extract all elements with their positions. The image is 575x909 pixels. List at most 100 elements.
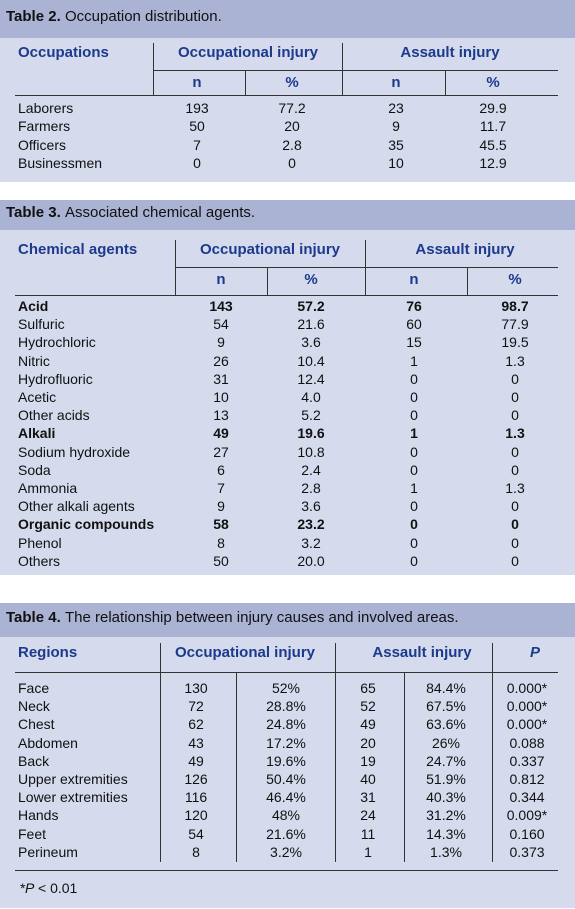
row-label: Hands: [18, 807, 59, 824]
cell: 72: [188, 698, 204, 715]
cell: 31: [360, 789, 376, 806]
cell: 0: [511, 370, 519, 387]
cell: 0: [511, 516, 519, 533]
header-first: Chemical agents: [18, 241, 138, 258]
cell: 193: [185, 100, 209, 116]
footnote-mark: *: [20, 880, 26, 896]
cell: 8: [192, 843, 200, 860]
cell: 2.8: [301, 480, 321, 496]
row-label: Lower extremities: [18, 789, 128, 806]
cell: 43: [188, 734, 204, 751]
cell: 31.2%: [426, 807, 466, 824]
cell: 0: [410, 516, 418, 533]
cell: 0: [410, 370, 418, 387]
cell: 50.4%: [266, 771, 306, 787]
cell: 0: [410, 498, 418, 515]
cell: 62: [188, 716, 204, 733]
row-label: Officers: [18, 136, 66, 153]
row-label: Other acids: [18, 407, 90, 424]
cell: 15: [406, 334, 422, 351]
cell: 10.8: [297, 443, 325, 460]
row-label: Organic compounds: [18, 516, 155, 533]
cell: 1.3: [505, 425, 525, 442]
table-title: The relationship between injury causes a…: [65, 609, 459, 626]
cell: 28.8%: [266, 698, 306, 715]
cell: 23.2: [297, 516, 325, 533]
cell: 77.9: [501, 316, 529, 333]
table-label: Table 4.: [6, 609, 61, 626]
cell: 20: [360, 734, 376, 751]
cell: 116: [184, 789, 208, 806]
row-label: Other alkali agents: [18, 498, 135, 515]
cell: 8: [217, 534, 225, 551]
row-label: Phenol: [18, 534, 62, 551]
sub-header: n: [216, 271, 226, 288]
cell: 11: [360, 825, 376, 842]
cell: 40: [360, 771, 376, 787]
cell: 0: [511, 461, 519, 478]
cell: 45.5: [479, 136, 507, 153]
cell: 3.2: [301, 534, 321, 551]
cell: 0.000*: [506, 698, 548, 715]
sub-header: n: [409, 271, 419, 288]
title-bar: [0, 200, 575, 230]
cell: 50: [189, 118, 205, 135]
table-label: Table 3.: [6, 204, 61, 221]
cell: 1.3: [505, 352, 525, 369]
cell: 7: [193, 136, 201, 153]
cell: 27: [213, 443, 229, 460]
row-label: Alkali: [18, 425, 56, 442]
row-label: Others: [18, 552, 61, 569]
sub-header: %: [304, 271, 318, 288]
table-body: [0, 637, 575, 908]
row-label: Perineum: [18, 843, 78, 860]
cell: 0.009*: [506, 807, 548, 824]
cell: 9: [392, 118, 400, 135]
row-rule: [15, 870, 558, 871]
table-label: Table 2.: [6, 8, 61, 25]
cell: 0: [511, 407, 519, 424]
row-label: Upper extremities: [18, 771, 128, 787]
cell: 126: [184, 771, 208, 787]
cell: 23: [388, 100, 404, 116]
sub-header: n: [391, 74, 401, 91]
cell: 0: [410, 443, 418, 460]
cell: 0.812: [509, 771, 545, 787]
cell: 49: [188, 752, 204, 769]
cell: 10.4: [297, 352, 325, 369]
cell: 6: [217, 461, 225, 478]
footnote-text: < 0.01: [38, 880, 78, 896]
cell: 49: [360, 716, 376, 733]
cell: 1: [410, 480, 418, 496]
row-label: Nitric: [18, 352, 50, 369]
row-rule: [175, 267, 558, 268]
cell: 14.3%: [426, 825, 466, 842]
cell: 120: [184, 807, 208, 824]
cell: 76: [406, 298, 422, 314]
cell: 0.337: [509, 752, 545, 769]
cell: 2.4: [301, 461, 321, 478]
cell: 13: [213, 407, 229, 424]
cell: 26%: [431, 734, 461, 751]
cell: 20: [284, 118, 300, 135]
cell: 54: [188, 825, 204, 842]
cell: 5.2: [301, 407, 321, 424]
cell: 0: [511, 552, 519, 569]
column-rule: [245, 70, 246, 95]
cell: 31: [213, 370, 229, 387]
cell: 49: [213, 425, 229, 442]
cell: 1: [410, 425, 418, 442]
title-bar: [0, 603, 575, 637]
cell: 0: [410, 552, 418, 569]
cell: 24: [360, 807, 376, 824]
group-header: Assault injury: [400, 44, 500, 61]
cell: 19.6%: [266, 752, 306, 769]
cell: 19.5: [501, 334, 529, 351]
column-rule: [492, 643, 493, 862]
cell: 0: [410, 534, 418, 551]
cell: 52: [360, 698, 376, 715]
column-rule: [236, 672, 237, 862]
cell: 57.2: [297, 298, 325, 314]
cell: 11.7: [479, 118, 507, 135]
cell: 50: [213, 552, 229, 569]
